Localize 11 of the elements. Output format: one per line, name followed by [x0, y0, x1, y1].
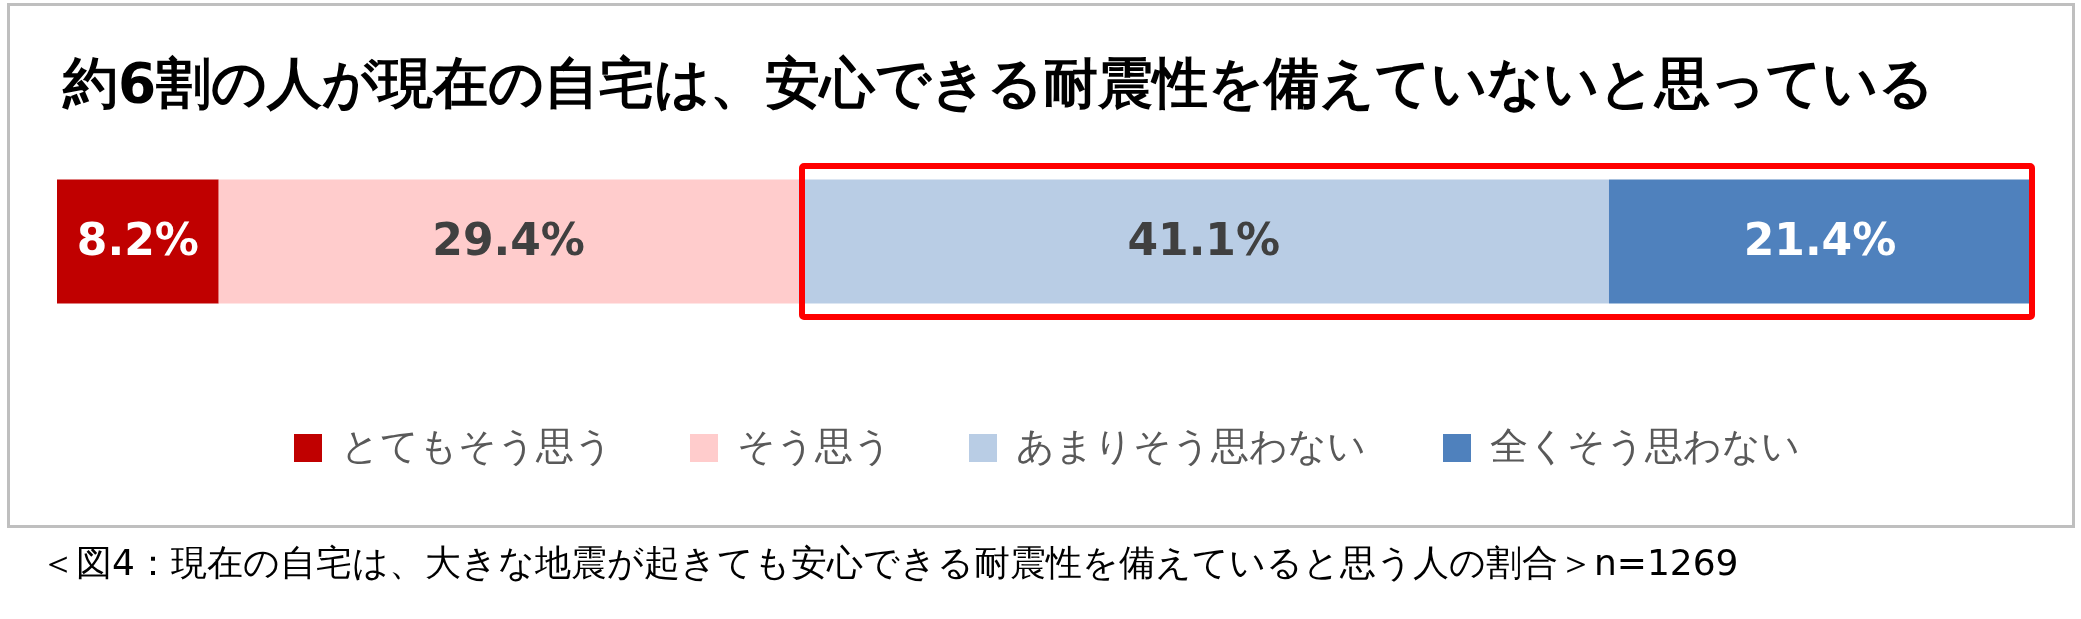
- data-label: 41.1%: [1127, 213, 1281, 265]
- text: ＜図4：現在の自宅は、大きな地震が起きても安心できる耐震性を備えていると思う人の割合＞n=1269: [40, 542, 1739, 584]
- legend-label: あまりそう思わない: [1016, 424, 1366, 468]
- data-label: 29.4%: [432, 213, 585, 265]
- bar: [57, 179, 219, 304]
- data-label: 21.4%: [1743, 213, 1897, 265]
- data-label: 8.2%: [76, 213, 199, 265]
- chart-title: 約6割の人が現在の自宅は、安心できる耐震性を備えていないと思っている: [62, 51, 1935, 115]
- legend-label: とてもそう思う: [341, 424, 613, 468]
- legend-label: そう思う: [737, 424, 892, 468]
- legend-label: 全くそう思わない: [1490, 424, 1800, 468]
